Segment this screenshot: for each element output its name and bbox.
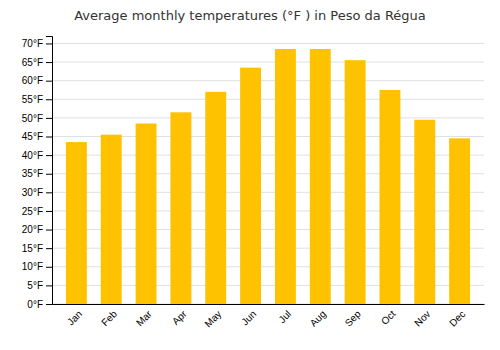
y-tick-label: 0°F <box>27 299 43 310</box>
chart-container: Average monthly temperatures (°F ) in Pe… <box>0 0 500 350</box>
y-tick: 50°F <box>22 113 52 124</box>
x-tick: Feb <box>99 308 119 328</box>
grid <box>52 43 484 304</box>
x-tick: Jul <box>276 308 293 325</box>
y-tick-label: 25°F <box>22 206 43 217</box>
y-tick-mark <box>46 211 52 212</box>
bar <box>240 68 261 304</box>
y-tick: 70°F <box>22 38 52 49</box>
x-tick: Sep <box>343 308 364 329</box>
x-tick-label: Sep <box>343 308 364 329</box>
y-tick: 20°F <box>22 224 52 235</box>
grid-line <box>52 99 484 100</box>
y-tick-mark <box>46 248 52 249</box>
bar <box>101 135 122 304</box>
bar <box>170 112 191 304</box>
x-tick-label: Oct <box>379 308 398 327</box>
bars <box>66 49 470 304</box>
y-tick-label: 45°F <box>22 131 43 142</box>
bar <box>345 60 366 304</box>
y-tick: 15°F <box>22 243 52 254</box>
y-tick-mark <box>46 62 52 63</box>
x-tick-label: Dec <box>447 308 467 328</box>
y-tick-label: 20°F <box>22 224 43 235</box>
y-tick-label: 35°F <box>22 168 43 179</box>
y-tick-label: 5°F <box>27 280 43 291</box>
y-tick: 45°F <box>22 131 52 142</box>
y-tick: 60°F <box>22 75 52 86</box>
y-tick-mark <box>46 304 52 305</box>
y-axis-line <box>46 37 53 305</box>
x-tick-label: Nov <box>412 308 432 328</box>
y-tick-label: 50°F <box>22 113 43 124</box>
grid-line <box>52 62 484 63</box>
bar <box>379 90 400 304</box>
y-tick: 55°F <box>22 94 52 105</box>
x-tick: Nov <box>412 308 432 328</box>
bar <box>136 123 157 304</box>
x-axis: Jan Feb Mar Apr May Jun Jul Aug Sep Oct Nov Dec <box>53 305 485 330</box>
y-tick: 65°F <box>22 57 52 68</box>
y-axis: 0°F 5°F 10°F 15°F 20°F 25°F 30°F 35°F 40°F 45°F 50… <box>22 37 53 310</box>
y-tick-mark <box>46 118 52 119</box>
bar <box>449 138 470 304</box>
y-tick: 25°F <box>22 206 52 217</box>
grid-line <box>52 43 484 44</box>
x-tick: Aug <box>308 308 328 328</box>
x-tick-label: Jan <box>65 308 84 327</box>
bar <box>310 49 331 304</box>
y-tick-mark <box>46 174 52 175</box>
x-tick: Oct <box>379 308 398 327</box>
bar <box>205 92 226 304</box>
y-tick: 35°F <box>22 168 52 179</box>
x-tick-label: Aug <box>308 308 328 328</box>
x-tick-label: Jun <box>239 308 258 327</box>
y-tick: 10°F <box>22 261 52 272</box>
y-tick: 0°F <box>27 299 52 310</box>
plot-area: 0°F 5°F 10°F 15°F 20°F 25°F 30°F 35°F 40°F 45°F 50… <box>22 37 485 330</box>
y-tick: 40°F <box>22 150 52 161</box>
y-tick-mark <box>46 230 52 231</box>
y-tick-mark <box>46 192 52 193</box>
x-axis-line <box>53 304 485 305</box>
y-tick: 30°F <box>22 187 52 198</box>
y-tick-label: 60°F <box>22 75 43 86</box>
y-tick-label: 40°F <box>22 150 43 161</box>
x-tick: Mar <box>134 308 154 328</box>
y-tick: 5°F <box>27 280 52 291</box>
y-tick-mark <box>46 285 52 286</box>
x-tick: Dec <box>447 308 467 328</box>
x-tick-label: Mar <box>134 308 154 328</box>
bar <box>275 49 296 304</box>
bar <box>66 142 87 304</box>
y-tick-label: 70°F <box>22 38 43 49</box>
x-tick: Jan <box>65 308 84 327</box>
bar <box>414 120 435 304</box>
x-tick: May <box>202 308 223 329</box>
y-tick-label: 15°F <box>22 243 43 254</box>
x-tick: Apr <box>170 308 189 327</box>
y-tick-mark <box>46 81 52 82</box>
y-tick-mark <box>46 137 52 138</box>
y-tick-label: 30°F <box>22 187 43 198</box>
y-tick-mark <box>46 99 52 100</box>
x-tick-label: Feb <box>99 308 119 328</box>
y-tick-label: 10°F <box>22 261 43 272</box>
x-tick-label: Jul <box>276 308 293 325</box>
grid-line <box>52 117 484 118</box>
chart-title: Average monthly temperatures (°F ) in Pe… <box>74 8 426 23</box>
y-tick-label: 65°F <box>22 57 43 68</box>
x-tick-label: May <box>202 308 223 329</box>
grid-line <box>52 80 484 81</box>
x-tick: Jun <box>239 308 258 327</box>
y-tick-mark <box>46 43 52 44</box>
y-tick-label: 55°F <box>22 94 43 105</box>
chart-svg: Average monthly temperatures (°F ) in Pe… <box>0 0 500 350</box>
x-tick-label: Apr <box>170 308 189 327</box>
y-tick-mark <box>46 267 52 268</box>
y-tick-mark <box>46 155 52 156</box>
